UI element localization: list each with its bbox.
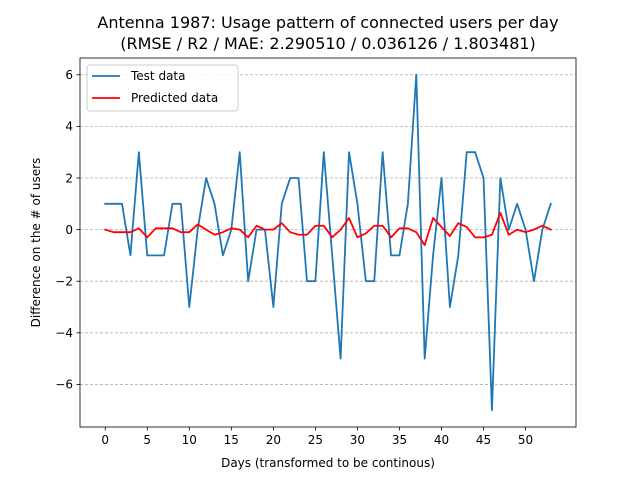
y-tick-label: −4: [55, 326, 73, 340]
x-tick-label: 45: [476, 433, 491, 447]
y-tick-label: 0: [65, 223, 73, 237]
x-tick-label: 30: [350, 433, 365, 447]
series-line-predicted-data: [104, 211, 552, 246]
y-tick-label: 4: [65, 120, 73, 134]
y-tick-label: 6: [65, 68, 73, 82]
x-tick-label: 10: [182, 433, 197, 447]
legend: Test data Predicted data: [86, 64, 239, 112]
series-line-test-data: [104, 73, 552, 412]
plot-series: [104, 73, 552, 412]
y-axis-ticks: −6 −4 −2 0 2 4 6: [55, 68, 80, 392]
x-axis-label: Days (transformed to be continous): [221, 456, 435, 470]
chart-title-line2: (RMSE / R2 / MAE: 2.290510 / 0.036126 / …: [120, 34, 536, 53]
x-tick-label: 15: [224, 433, 239, 447]
x-tick-label: 25: [308, 433, 323, 447]
x-tick-label: 35: [392, 433, 407, 447]
legend-box: [86, 64, 239, 112]
gridlines: [80, 74, 576, 385]
x-axis-ticks: 0 5 10 15 20 25 30 35 40 45 50: [101, 427, 533, 447]
y-tick-label: −2: [55, 275, 73, 289]
x-tick-label: 0: [101, 433, 109, 447]
legend-label-test-data: Test data: [130, 69, 185, 83]
y-tick-label: 2: [65, 171, 73, 185]
x-tick-label: 20: [266, 433, 281, 447]
legend-label-predicted-data: Predicted data: [131, 91, 218, 105]
y-tick-label: −6: [55, 378, 73, 392]
y-axis-label: Difference on the # of users: [29, 158, 43, 328]
x-tick-label: 40: [434, 433, 449, 447]
plot-area-frame: [79, 57, 577, 428]
x-tick-label: 5: [143, 433, 151, 447]
x-tick-label: 50: [518, 433, 533, 447]
chart-title-line1: Antenna 1987: Usage pattern of connected…: [97, 13, 558, 32]
